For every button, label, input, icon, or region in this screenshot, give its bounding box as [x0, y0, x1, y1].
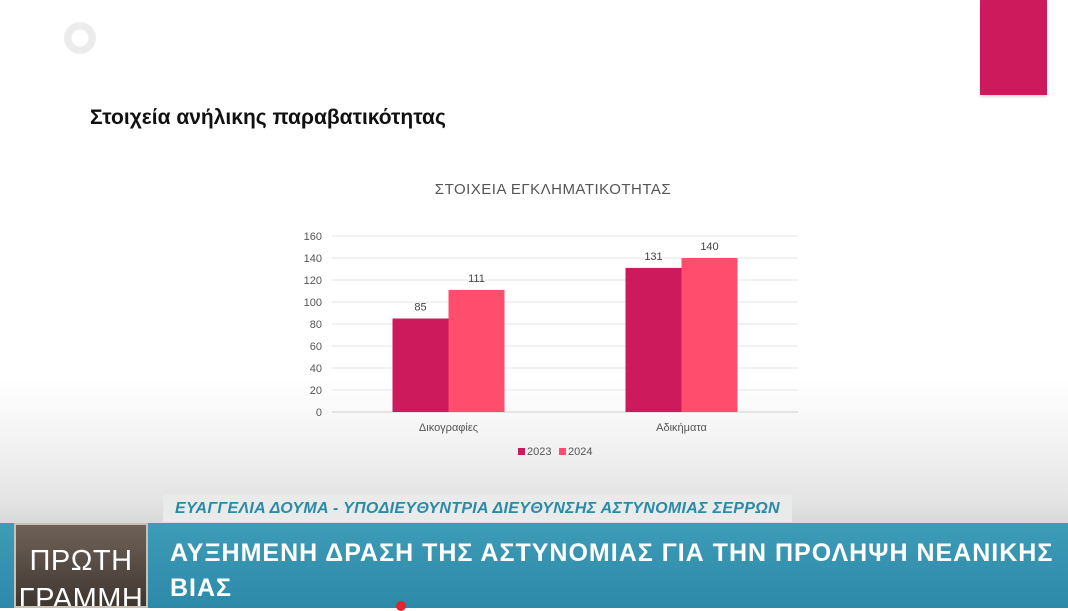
slide-accent-block: [980, 0, 1047, 95]
y-tick-label: 40: [310, 363, 322, 375]
legend-label: 2023: [527, 446, 551, 458]
bar-2024: [448, 289, 505, 412]
data-label: 85: [414, 302, 426, 314]
live-indicator-dot: [396, 601, 406, 611]
bar-2023: [392, 318, 449, 412]
show-logo-line2: ΓΡΑΜΜΗ: [18, 583, 144, 608]
y-tick-label: 20: [310, 385, 322, 397]
slide-title: Στοιχεία ανήλικης παραβατικότητας: [90, 106, 446, 129]
data-label: 111: [468, 273, 485, 285]
legend-swatch: [559, 448, 566, 455]
headline-text: ΑΥΞΗΜΕΝΗ ΔΡΑΣΗ ΤΗΣ ΑΣΤΥΝΟΜΙΑΣ ΓΙΑ ΤΗΝ ΠΡ…: [170, 539, 1054, 602]
bar-2023: [625, 267, 682, 412]
y-tick-label: 140: [304, 253, 322, 265]
category-label: Αδικήματα: [656, 422, 707, 434]
news-ticker-bar: [0, 523, 1068, 608]
show-logo-line1: ΠΡΩΤΗ: [29, 545, 133, 577]
data-label: 140: [700, 241, 718, 253]
y-tick-label: 100: [304, 297, 322, 309]
y-tick-label: 0: [316, 407, 322, 419]
legend-label: 2024: [568, 446, 592, 458]
y-tick-label: 120: [304, 275, 322, 287]
y-tick-label: 60: [310, 341, 322, 353]
chart-title: ΣΤΟΙΧΕΙΑ ΕΓΚΛΗΜΑΤΙΚΟΤΗΤΑΣ: [435, 181, 671, 198]
channel-logo-icon: [64, 22, 96, 54]
bar-2024: [681, 258, 738, 412]
speaker-caption: ΕΥΑΓΓΕΛΙΑ ΔΟΥΜΑ - ΥΠΟΔΙΕΥΘΥΝΤΡΙΑ ΔΙΕΥΘΥΝ…: [163, 495, 792, 522]
y-tick-label: 160: [304, 231, 322, 243]
data-label: 131: [644, 251, 662, 263]
y-tick-label: 80: [310, 319, 322, 331]
show-logo: ΠΡΩΤΗ ΓΡΑΜΜΗ: [14, 523, 148, 608]
legend-swatch: [518, 448, 525, 455]
bar-chart: ΣΤΟΙΧΕΙΑ ΕΓΚΛΗΜΑΤΙΚΟΤΗΤΑΣ 0 20 40 60 80 100 12…: [304, 181, 798, 458]
category-label: Δικογραφίες: [419, 422, 478, 434]
